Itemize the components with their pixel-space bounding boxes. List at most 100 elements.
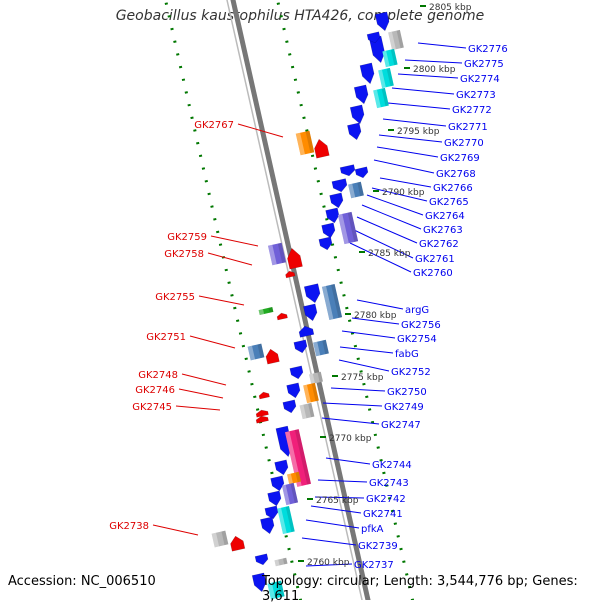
genome-backbone xyxy=(230,0,371,600)
forward-cog-box xyxy=(274,557,288,567)
forward-gene-arrow xyxy=(286,382,301,399)
gene-label-line xyxy=(397,73,459,79)
forward-gene-label: GK2742 xyxy=(366,494,406,505)
label-lines-layer xyxy=(152,42,467,567)
forward-gene-label: GK2737 xyxy=(354,560,394,571)
reverse-gene-arrow xyxy=(265,348,280,365)
forward-cog-box xyxy=(277,505,295,535)
genome-backbone-shadow xyxy=(226,0,363,600)
forward-gene-arrow xyxy=(264,505,279,520)
forward-cog-box xyxy=(337,211,359,245)
reverse-gene-label: GK2759 xyxy=(167,232,207,243)
gene-label-line xyxy=(237,123,284,138)
forward-cog-box xyxy=(303,382,319,404)
gene-label-line xyxy=(387,102,451,110)
scale-tick xyxy=(359,251,365,253)
forward-gene-label: GK2744 xyxy=(372,460,412,471)
scale-label: 2790 kbp xyxy=(382,188,425,198)
reverse-gene-label: GK2745 xyxy=(132,402,172,413)
gene-label-line xyxy=(339,346,394,354)
forward-gene-arrow xyxy=(303,303,318,322)
forward-gene-arrow xyxy=(289,365,304,380)
reverse-cog-box xyxy=(211,530,229,548)
gene-label-line xyxy=(361,204,422,230)
forward-gene-label: GK2750 xyxy=(387,387,427,398)
gene-label-line xyxy=(404,59,463,64)
forward-cog-box xyxy=(373,87,389,109)
gene-label-line xyxy=(338,359,390,372)
scale-label: 2805 kbp xyxy=(429,3,472,13)
gene-label-line xyxy=(351,317,400,325)
scale-label: 2795 kbp xyxy=(397,127,440,137)
forward-gene-label: GK2761 xyxy=(415,254,455,265)
scale-label: 2775 kbp xyxy=(341,373,384,383)
forward-gene-arrow xyxy=(374,11,390,32)
scale-label: 2780 kbp xyxy=(354,311,397,321)
gene-label-line xyxy=(325,457,371,465)
forward-gene-arrow xyxy=(321,222,336,239)
reverse-gene-label: GK2755 xyxy=(155,292,195,303)
scale-label: 2770 kbp xyxy=(329,434,372,444)
tick-ring-inner xyxy=(275,0,415,600)
gene-label-line xyxy=(301,537,357,546)
scale-tick xyxy=(404,67,410,69)
forward-cog-box xyxy=(388,29,404,51)
forward-cog-box xyxy=(267,580,285,600)
gene-label-line xyxy=(317,479,368,483)
gene-label-line xyxy=(210,235,259,247)
reverse-cog-box xyxy=(247,343,265,361)
forward-gene-arrow xyxy=(270,475,285,492)
forward-gene-label: fabG xyxy=(395,349,419,360)
gene-label-line xyxy=(376,146,439,158)
reverse-gene-label: GK2748 xyxy=(138,370,178,381)
gene-label-line xyxy=(349,242,412,273)
gene-label-line xyxy=(178,388,224,399)
forward-gene-arrow xyxy=(354,166,369,179)
forward-gene-label: GK2774 xyxy=(460,74,500,85)
forward-gene-arrow xyxy=(366,31,381,44)
forward-cog-box xyxy=(281,482,299,506)
reverse-gene-label: GK2746 xyxy=(135,385,175,396)
tick-ring-outer xyxy=(163,0,303,600)
gene-label-line xyxy=(181,373,227,386)
forward-gene-label: pfkA xyxy=(361,524,384,535)
forward-gene-arrow xyxy=(325,207,340,224)
forward-gene-label: GK2772 xyxy=(452,105,492,116)
forward-gene-arrow xyxy=(267,490,282,507)
gene-label-line xyxy=(417,42,467,49)
forward-cog-box xyxy=(287,471,301,485)
forward-gene-arrow xyxy=(303,283,321,304)
forward-gene-label: GK2765 xyxy=(429,197,469,208)
gene-label-line xyxy=(373,159,435,174)
gene-label-line xyxy=(189,335,236,349)
forward-gene-label: GK2754 xyxy=(397,334,437,345)
forward-gene-label: argG xyxy=(405,305,429,316)
forward-gene-label: GK2768 xyxy=(436,169,476,180)
reverse-gene-arrow xyxy=(287,247,303,270)
forward-gene-arrow xyxy=(254,553,269,566)
scale-tick xyxy=(307,498,313,500)
reverse-cog-box xyxy=(267,242,287,266)
scale-tick xyxy=(332,375,338,377)
labels-layer: 2805 kbp 2800 kbp 2795 kbp 2790 kbp 2785 kbp… xyxy=(109,3,508,571)
forward-gene-arrow xyxy=(349,104,365,125)
forward-cog-box xyxy=(348,181,364,199)
forward-gene-arrow xyxy=(339,164,356,177)
forward-cog-box xyxy=(382,48,398,68)
forward-gene-label: GK2766 xyxy=(433,183,473,194)
forward-gene-label: GK2775 xyxy=(464,59,504,70)
gene-label-line xyxy=(330,387,386,392)
reverse-gene-arrow xyxy=(276,312,288,321)
gene-label-line xyxy=(305,519,360,529)
forward-gene-arrow xyxy=(298,325,315,338)
forward-gene-label: GK2764 xyxy=(425,211,465,222)
forward-gene-label: GK2770 xyxy=(444,138,484,149)
ring-layer xyxy=(163,0,426,600)
scale-label: 2785 kbp xyxy=(368,249,411,259)
gene-label-line xyxy=(391,87,455,95)
reverse-cog-box xyxy=(295,130,315,156)
forward-gene-label: GK2762 xyxy=(419,239,459,250)
forward-cog-box xyxy=(321,283,343,321)
forward-cog-box xyxy=(309,371,323,385)
